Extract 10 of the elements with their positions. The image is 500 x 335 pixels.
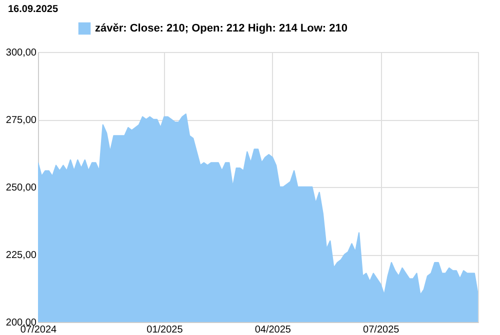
y-tick-label: 225,00 (6, 250, 37, 261)
x-tick-label: 07/2024 (20, 324, 58, 335)
x-tick-label: 04/2025 (254, 324, 292, 335)
x-tick-label: 07/2025 (363, 324, 400, 335)
chart-title: 16.09.2025 (8, 4, 58, 15)
y-tick-label: 250,00 (6, 182, 37, 194)
y-tick-label: 275,00 (6, 115, 37, 126)
x-tick-label: 01/2025 (146, 324, 184, 335)
y-tick-label: 300,00 (6, 48, 37, 58)
legend-label: závěr: Close: 210; Open: 212 High: 214 Low: 210 (95, 22, 348, 34)
